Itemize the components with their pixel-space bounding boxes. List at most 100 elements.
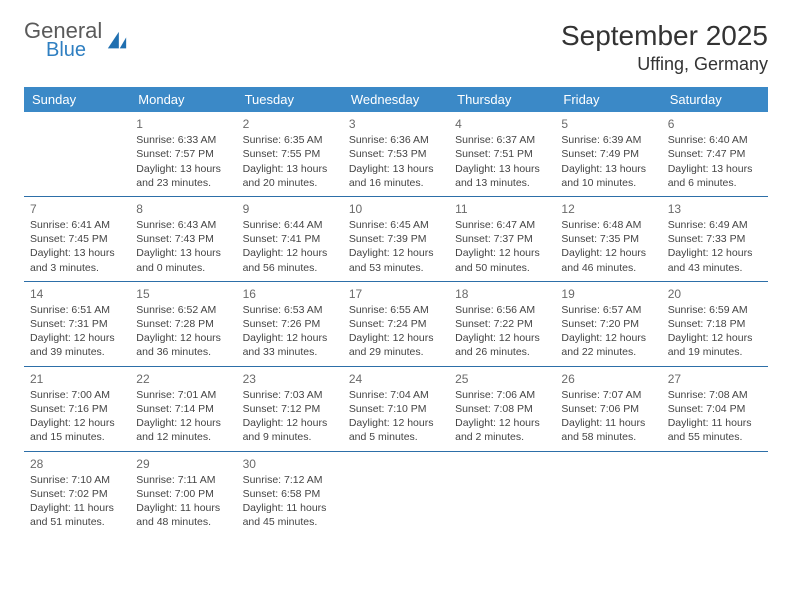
logo-text: General Blue: [24, 20, 102, 60]
calendar-cell: [449, 451, 555, 535]
day-number: 12: [561, 201, 655, 217]
calendar-cell: 28Sunrise: 7:10 AMSunset: 7:02 PMDayligh…: [24, 451, 130, 535]
daylight-text: Daylight: 12 hours and 29 minutes.: [349, 331, 443, 359]
sunrise-text: Sunrise: 6:41 AM: [30, 218, 124, 232]
calendar-cell: 11Sunrise: 6:47 AMSunset: 7:37 PMDayligh…: [449, 196, 555, 281]
day-number: 9: [243, 201, 337, 217]
calendar-header-row: Sunday Monday Tuesday Wednesday Thursday…: [24, 87, 768, 112]
sunrise-text: Sunrise: 6:33 AM: [136, 133, 230, 147]
day-number: 1: [136, 116, 230, 132]
sunrise-text: Sunrise: 7:06 AM: [455, 388, 549, 402]
sunrise-text: Sunrise: 6:44 AM: [243, 218, 337, 232]
weekday-saturday: Saturday: [662, 87, 768, 112]
daylight-text: Daylight: 13 hours and 16 minutes.: [349, 162, 443, 190]
daylight-text: Daylight: 12 hours and 56 minutes.: [243, 246, 337, 274]
sunset-text: Sunset: 7:45 PM: [30, 232, 124, 246]
sunset-text: Sunset: 6:58 PM: [243, 487, 337, 501]
sunset-text: Sunset: 7:18 PM: [668, 317, 762, 331]
day-number: 21: [30, 371, 124, 387]
daylight-text: Daylight: 12 hours and 26 minutes.: [455, 331, 549, 359]
sunset-text: Sunset: 7:12 PM: [243, 402, 337, 416]
sunrise-text: Sunrise: 6:48 AM: [561, 218, 655, 232]
daylight-text: Daylight: 12 hours and 33 minutes.: [243, 331, 337, 359]
page-header: General Blue September 2025 Uffing, Germ…: [24, 20, 768, 75]
daylight-text: Daylight: 13 hours and 13 minutes.: [455, 162, 549, 190]
daylight-text: Daylight: 12 hours and 22 minutes.: [561, 331, 655, 359]
sunrise-text: Sunrise: 6:52 AM: [136, 303, 230, 317]
sunrise-text: Sunrise: 6:53 AM: [243, 303, 337, 317]
daylight-text: Daylight: 11 hours and 55 minutes.: [668, 416, 762, 444]
sunset-text: Sunset: 7:41 PM: [243, 232, 337, 246]
calendar-cell: [343, 451, 449, 535]
sunrise-text: Sunrise: 7:08 AM: [668, 388, 762, 402]
calendar-body: 1Sunrise: 6:33 AMSunset: 7:57 PM Daylight…: [24, 112, 768, 535]
sunset-text: Sunset: 7:02 PM: [30, 487, 124, 501]
sunrise-text: Sunrise: 7:00 AM: [30, 388, 124, 402]
sunrise-text: Sunrise: 7:07 AM: [561, 388, 655, 402]
daylight-text: Daylight: 12 hours and 5 minutes.: [349, 416, 443, 444]
sunset-text: Sunset: 7:57 PM: [136, 147, 230, 161]
daylight-text: Daylight: 12 hours and 39 minutes.: [30, 331, 124, 359]
sunrise-text: Sunrise: 6:49 AM: [668, 218, 762, 232]
calendar-cell: 8Sunrise: 6:43 AMSunset: 7:43 PMDaylight…: [130, 196, 236, 281]
daylight-text: Daylight: 12 hours and 46 minutes.: [561, 246, 655, 274]
sunset-text: Sunset: 7:37 PM: [455, 232, 549, 246]
calendar-cell: 4Sunrise: 6:37 AMSunset: 7:51 PMDaylight…: [449, 112, 555, 196]
day-number: 3: [349, 116, 443, 132]
sunset-text: Sunset: 7:06 PM: [561, 402, 655, 416]
sunset-text: Sunset: 7:49 PM: [561, 147, 655, 161]
logo-word-2: Blue: [46, 40, 102, 60]
sunrise-text: Sunrise: 6:40 AM: [668, 133, 762, 147]
sunset-text: Sunset: 7:22 PM: [455, 317, 549, 331]
calendar-cell: 13Sunrise: 6:49 AMSunset: 7:33 PMDayligh…: [662, 196, 768, 281]
calendar-cell: 23Sunrise: 7:03 AMSunset: 7:12 PMDayligh…: [237, 366, 343, 451]
weekday-wednesday: Wednesday: [343, 87, 449, 112]
sunrise-text: Sunrise: 7:01 AM: [136, 388, 230, 402]
calendar-cell: 7Sunrise: 6:41 AMSunset: 7:45 PMDaylight…: [24, 196, 130, 281]
weekday-sunday: Sunday: [24, 87, 130, 112]
sunrise-text: Sunrise: 6:57 AM: [561, 303, 655, 317]
day-number: 15: [136, 286, 230, 302]
sunset-text: Sunset: 7:43 PM: [136, 232, 230, 246]
sunrise-text: Sunrise: 7:03 AM: [243, 388, 337, 402]
daylight-text: Daylight: 11 hours and 51 minutes.: [30, 501, 124, 529]
calendar-cell: 9Sunrise: 6:44 AMSunset: 7:41 PMDaylight…: [237, 196, 343, 281]
calendar-week-row: 7Sunrise: 6:41 AMSunset: 7:45 PMDaylight…: [24, 196, 768, 281]
logo: General Blue: [24, 20, 128, 60]
daylight-text: Daylight: 13 hours and 3 minutes.: [30, 246, 124, 274]
day-number: 27: [668, 371, 762, 387]
calendar-cell: 21Sunrise: 7:00 AMSunset: 7:16 PMDayligh…: [24, 366, 130, 451]
calendar-cell: 19Sunrise: 6:57 AMSunset: 7:20 PMDayligh…: [555, 281, 661, 366]
daylight-text: Daylight: 11 hours and 58 minutes.: [561, 416, 655, 444]
calendar-page: General Blue September 2025 Uffing, Germ…: [0, 0, 792, 535]
sunset-text: Sunset: 7:08 PM: [455, 402, 549, 416]
day-number: 10: [349, 201, 443, 217]
sunset-text: Sunset: 7:24 PM: [349, 317, 443, 331]
calendar-week-row: 14Sunrise: 6:51 AMSunset: 7:31 PMDayligh…: [24, 281, 768, 366]
day-number: 8: [136, 201, 230, 217]
sunrise-text: Sunrise: 6:59 AM: [668, 303, 762, 317]
calendar-cell: 18Sunrise: 6:56 AMSunset: 7:22 PMDayligh…: [449, 281, 555, 366]
calendar-cell: 10Sunrise: 6:45 AMSunset: 7:39 PMDayligh…: [343, 196, 449, 281]
day-number: 17: [349, 286, 443, 302]
sunrise-text: Sunrise: 6:37 AM: [455, 133, 549, 147]
calendar-cell: 6Sunrise: 6:40 AMSunset: 7:47 PMDaylight…: [662, 112, 768, 196]
day-number: 11: [455, 201, 549, 217]
sunset-text: Sunset: 7:39 PM: [349, 232, 443, 246]
daylight-text: Daylight: 12 hours and 9 minutes.: [243, 416, 337, 444]
month-title: September 2025: [561, 20, 768, 52]
calendar-cell: 26Sunrise: 7:07 AMSunset: 7:06 PMDayligh…: [555, 366, 661, 451]
calendar-cell: 2Sunrise: 6:35 AMSunset: 7:55 PMDaylight…: [237, 112, 343, 196]
daylight-text: Daylight: 12 hours and 43 minutes.: [668, 246, 762, 274]
calendar-cell: 3Sunrise: 6:36 AMSunset: 7:53 PMDaylight…: [343, 112, 449, 196]
sunrise-text: Sunrise: 6:56 AM: [455, 303, 549, 317]
daylight-text: Daylight: 12 hours and 15 minutes.: [30, 416, 124, 444]
sunset-text: Sunset: 7:10 PM: [349, 402, 443, 416]
daylight-text: Daylight: 13 hours and 6 minutes.: [668, 162, 762, 190]
daylight-text: Daylight: 13 hours and 10 minutes.: [561, 162, 655, 190]
sunrise-text: Sunrise: 7:10 AM: [30, 473, 124, 487]
title-block: September 2025 Uffing, Germany: [561, 20, 768, 75]
day-number: 19: [561, 286, 655, 302]
calendar-cell: 12Sunrise: 6:48 AMSunset: 7:35 PMDayligh…: [555, 196, 661, 281]
calendar-cell: [24, 112, 130, 196]
